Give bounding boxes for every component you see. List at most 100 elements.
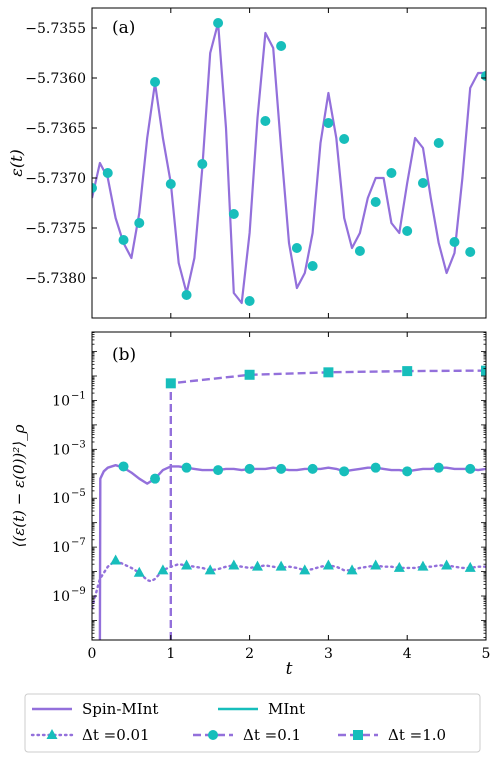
xtick-label: 3	[324, 646, 333, 662]
point-dt-0-01	[441, 559, 453, 570]
point-dt-0-01	[464, 561, 476, 572]
point-dt-0-1	[433, 462, 444, 473]
point-dt-0-01	[228, 559, 240, 570]
series-line-dt-0-01	[92, 559, 486, 610]
point-mint	[150, 77, 161, 87]
legend-entry: Δt =0.01	[30, 726, 150, 744]
series-line-dt-0-1	[98, 464, 486, 640]
point-dt-0-01	[133, 566, 145, 577]
point-dt-0-01	[275, 560, 287, 571]
point-dt-0-1	[244, 463, 255, 474]
ytick-label: 10	[52, 540, 70, 556]
point-mint	[228, 209, 239, 219]
point-dt-0-1	[402, 466, 413, 477]
legend-entry: Δt =1.0	[338, 726, 446, 744]
point-dt-0-1	[213, 465, 224, 476]
point-mint	[339, 134, 350, 144]
point-mint	[370, 197, 381, 207]
point-dt-1-0	[402, 366, 413, 377]
point-dt-0-01	[370, 559, 382, 570]
point-mint	[118, 235, 129, 245]
point-dt-0-01	[157, 564, 169, 575]
ytick-label: −5.7370	[25, 171, 86, 187]
panel-a-label: (a)	[112, 18, 135, 38]
axes-frame	[91, 331, 487, 641]
point-dt-0-01	[299, 564, 311, 575]
point-mint	[449, 237, 460, 247]
point-mint	[213, 18, 224, 28]
point-dt-0-01	[251, 560, 263, 571]
point-dt-0-1	[370, 462, 381, 473]
legend-entry: Δt =0.1	[193, 726, 301, 744]
point-dt-0-1	[118, 461, 129, 472]
point-mint	[165, 179, 176, 189]
point-dt-0-1	[465, 463, 476, 474]
ytick-label-exponent: −3	[71, 439, 86, 450]
ytick-label: −5.7355	[25, 21, 86, 37]
point-mint	[354, 246, 365, 256]
point-mint	[276, 41, 287, 51]
point-mint	[307, 261, 318, 271]
point-dt-0-01	[181, 559, 193, 570]
point-mint	[323, 118, 334, 128]
legend-label: MInt	[268, 700, 305, 718]
ytick-label: 10	[52, 491, 70, 507]
point-mint	[92, 183, 97, 193]
legend-entry: MInt	[218, 700, 305, 718]
legend-label: Δt =1.0	[388, 726, 446, 744]
panel-a-plot-area	[92, 18, 486, 306]
ytick-label-exponent: −7	[71, 537, 86, 548]
legend-swatch-marker	[208, 730, 218, 740]
point-dt-1-0	[323, 367, 334, 378]
point-dt-0-1	[181, 462, 192, 473]
panel-b: 10 −110 −310 −510 −710 −90 1 2 3 4 5(b)t⟨(ε(t) − ε…	[10, 331, 491, 679]
legend-swatch-marker	[353, 730, 363, 740]
point-mint	[260, 116, 271, 126]
panel-b-xlabel: t	[286, 659, 293, 679]
legend-swatch-marker	[46, 729, 58, 739]
legend-label: Δt =0.1	[243, 726, 301, 744]
point-mint	[417, 178, 428, 188]
xtick-label: 5	[482, 646, 491, 662]
legend-entry: Spin-MInt	[32, 700, 158, 718]
legend-label: Δt =0.01	[82, 726, 150, 744]
point-dt-0-01	[393, 561, 405, 572]
ytick-label: 10	[52, 393, 70, 409]
panel-b-ylabel: ⟨(ε(t) − ε(0))²⟩_ρ	[10, 424, 28, 547]
xtick-label: 0	[88, 646, 97, 662]
xtick-label: 4	[403, 646, 412, 662]
legend-label: Spin-MInt	[82, 700, 158, 718]
point-dt-0-01	[417, 560, 429, 571]
point-mint	[102, 168, 113, 178]
series-line-dt-1-0	[169, 369, 486, 640]
panel-a: −5.7355 −5.7360 −5.7365 −5.7370 −5.7375 −5.73…	[7, 7, 487, 319]
ytick-label-exponent: −1	[71, 390, 86, 401]
point-dt-1-0	[244, 369, 255, 380]
ytick-label: −5.7360	[25, 71, 86, 87]
xtick-label: 1	[166, 646, 175, 662]
legend-box	[24, 693, 481, 753]
point-dt-0-01	[204, 564, 216, 575]
panel-a-ylabel: ε(t)	[7, 149, 26, 177]
series-line-spin-mint	[92, 21, 486, 305]
ytick-label: −5.7365	[25, 121, 86, 137]
point-mint	[433, 138, 444, 148]
point-mint	[181, 290, 192, 300]
panel-b-label: (b)	[112, 345, 136, 365]
point-dt-1-0	[481, 365, 486, 376]
point-mint	[291, 243, 302, 253]
point-mint	[244, 296, 255, 306]
point-dt-0-1	[276, 463, 287, 474]
point-dt-0-01	[322, 559, 334, 570]
point-dt-0-01	[346, 564, 358, 575]
axes-frame	[91, 7, 487, 319]
point-dt-1-0	[165, 378, 176, 389]
ytick-label: 10	[52, 589, 70, 605]
ytick-label: 10	[52, 442, 70, 458]
panel-b-plot-area	[92, 365, 486, 640]
point-mint	[134, 218, 145, 228]
ytick-label-exponent: −9	[71, 586, 86, 597]
point-mint	[197, 159, 208, 169]
point-dt-0-1	[150, 473, 161, 484]
point-mint	[465, 247, 476, 257]
